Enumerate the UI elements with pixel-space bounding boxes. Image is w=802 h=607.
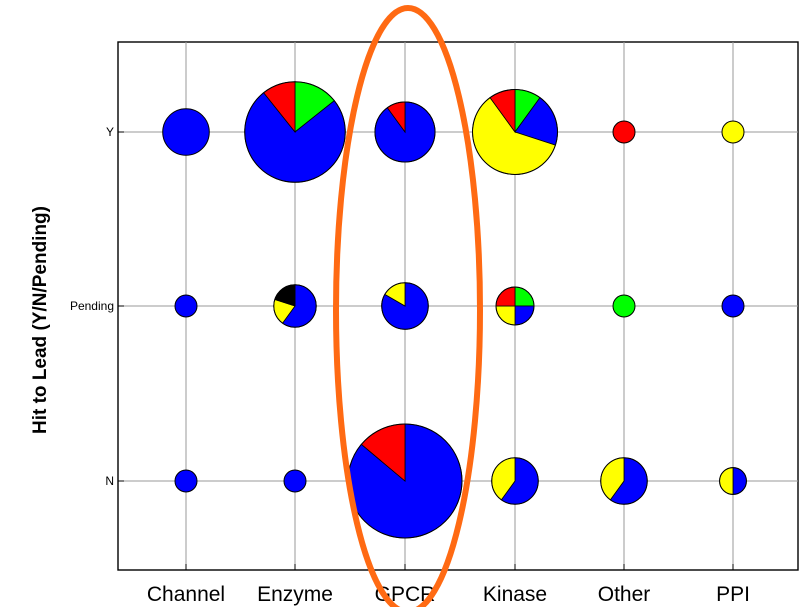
x-tick-label: Kinase <box>483 583 547 606</box>
pie-slice <box>612 120 636 144</box>
pie-outline <box>472 89 558 175</box>
pie-outline <box>495 286 535 326</box>
pie-kinase-n <box>491 457 539 505</box>
pie-other-n <box>600 457 648 505</box>
y-tick-label: N <box>105 474 114 488</box>
pie-gpcr-pending <box>381 282 429 330</box>
pie-channel-n <box>174 469 198 493</box>
pie-outline <box>600 457 648 505</box>
pie-kinase-y <box>472 89 558 175</box>
x-tick-label: Other <box>598 583 651 606</box>
x-tick-label: Channel <box>147 583 225 606</box>
pie-kinase-pending <box>495 286 535 326</box>
y-tick-label: Y <box>106 125 114 139</box>
y-axis-label: Hit to Lead (Y/N/Pending) <box>30 206 51 434</box>
pie-slice <box>721 120 745 144</box>
pie-ppi-pending <box>721 294 745 318</box>
pie-slice <box>162 108 210 156</box>
pie-slice <box>283 469 307 493</box>
pie-outline <box>491 457 539 505</box>
pie-outline <box>273 284 317 328</box>
pie-enzyme-n <box>283 469 307 493</box>
pie-other-pending <box>612 294 636 318</box>
y-tick-label: Pending <box>70 299 114 313</box>
pie-slice <box>174 469 198 493</box>
pie-channel-y <box>162 108 210 156</box>
pie-outline <box>719 467 747 495</box>
highlight-ellipse <box>333 5 483 607</box>
pie-outline <box>244 81 346 183</box>
pie-other-y <box>612 120 636 144</box>
pie-enzyme-pending <box>273 284 317 328</box>
pie-enzyme-y <box>244 81 346 183</box>
pie-gpcr-y <box>374 101 436 163</box>
annotations <box>333 5 483 607</box>
pie-channel-pending <box>174 294 198 318</box>
pie-slice <box>721 294 745 318</box>
pie-outline <box>381 282 429 330</box>
x-tick-label: Enzyme <box>257 583 333 606</box>
x-tick-label: PPI <box>716 583 750 606</box>
pie-gpcr-n <box>347 423 463 539</box>
pie-markers <box>162 81 747 539</box>
pie-outline <box>374 101 436 163</box>
pie-slice <box>612 294 636 318</box>
pie-ppi-y <box>721 120 745 144</box>
pie-slice <box>174 294 198 318</box>
pie-ppi-n <box>719 467 747 495</box>
